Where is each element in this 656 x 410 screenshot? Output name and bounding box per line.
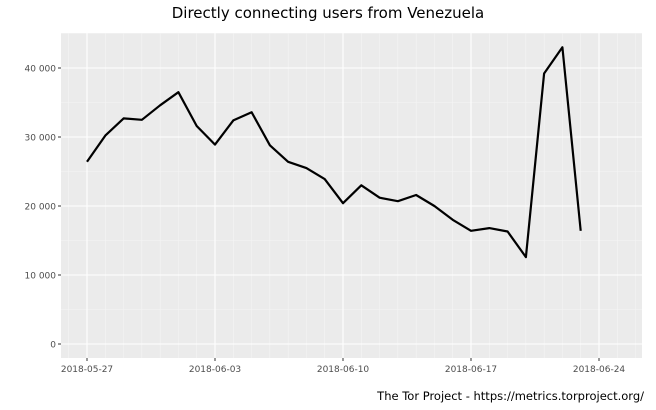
- x-tick-label: 2018-06-10: [317, 365, 370, 375]
- y-tick-label: 10 000: [25, 272, 57, 282]
- series-line: [86, 46, 582, 259]
- x-tick-label: 2018-05-27: [61, 365, 113, 375]
- chart-title: Directly connecting users from Venezuela: [171, 4, 485, 22]
- y-tick-label: 0: [50, 341, 56, 351]
- x-tick-label: 2018-06-03: [189, 365, 241, 375]
- y-tick-label: 20 000: [25, 203, 57, 213]
- chart-caption: The Tor Project - https://metrics.torpro…: [377, 389, 644, 403]
- y-tick-label: 30 000: [25, 134, 57, 144]
- x-tick-label: 2018-06-24: [573, 365, 626, 375]
- x-tick-label: 2018-06-17: [445, 365, 497, 375]
- y-tick-label: 40 000: [25, 65, 57, 75]
